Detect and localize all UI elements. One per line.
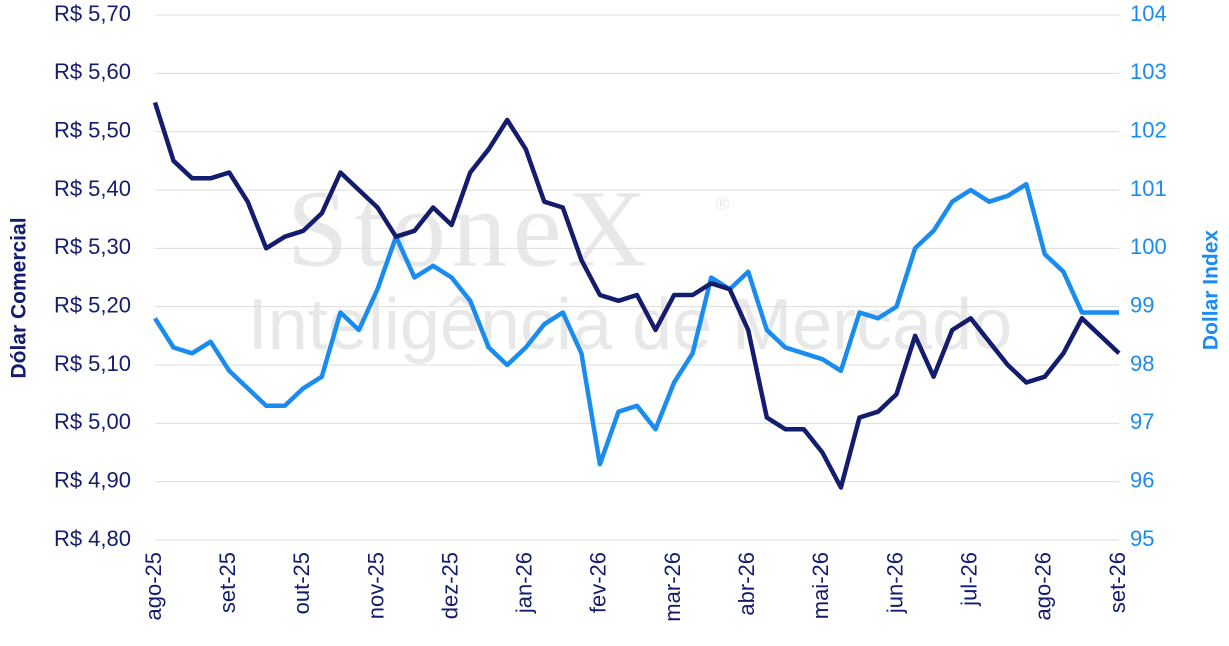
y2-tick-label: 103 bbox=[1130, 59, 1167, 84]
y2-tick-label: 102 bbox=[1130, 117, 1167, 142]
watermark-mark: ® bbox=[716, 194, 729, 214]
x-tick-label: mai-26 bbox=[808, 552, 833, 619]
y-tick-label: R$ 4,80 bbox=[54, 526, 131, 551]
watermark: StoneX ® Inteligência de Mercado bbox=[248, 167, 1012, 365]
y-tick-label: R$ 5,20 bbox=[54, 292, 131, 317]
watermark-brand: StoneX bbox=[287, 167, 653, 289]
y-tick-label: R$ 5,40 bbox=[54, 176, 131, 201]
line-series bbox=[152, 101, 1121, 490]
x-tick-label: ago-25 bbox=[141, 552, 166, 621]
y-tick-label: R$ 5,50 bbox=[54, 117, 131, 142]
x-tick-label: jan-26 bbox=[512, 552, 537, 614]
y2-tick-label: 96 bbox=[1130, 467, 1154, 492]
x-tick-label: mar-26 bbox=[660, 552, 685, 622]
x-tick-label: jun-26 bbox=[882, 552, 907, 614]
x-tick-label: set-26 bbox=[1105, 552, 1130, 613]
y2-tick-label: 100 bbox=[1130, 234, 1167, 259]
y-tick-label: R$ 5,30 bbox=[54, 234, 131, 259]
y-tick-label: R$ 5,00 bbox=[54, 409, 131, 434]
y2-tick-label: 104 bbox=[1130, 1, 1167, 26]
x-tick-label: dez-25 bbox=[437, 552, 462, 619]
y2-axis-title: Dollar Index bbox=[1200, 230, 1223, 351]
y2-tick-label: 99 bbox=[1130, 292, 1154, 317]
x-tick-label: set-25 bbox=[215, 552, 240, 613]
y2-tick-label: 97 bbox=[1130, 409, 1154, 434]
x-tick-label: out-25 bbox=[289, 552, 314, 614]
y-axis-title: Dólar Comercial bbox=[8, 217, 31, 378]
x-tick-label: jul-26 bbox=[957, 552, 982, 607]
y2-tick-label: 95 bbox=[1130, 526, 1154, 551]
y-tick-label: R$ 5,60 bbox=[54, 59, 131, 84]
y2-tick-label: 98 bbox=[1130, 351, 1154, 376]
x-tick-label: ago-26 bbox=[1031, 552, 1056, 621]
y-tick-label: R$ 4,90 bbox=[54, 467, 131, 492]
x-tick-label: fev-26 bbox=[586, 552, 611, 613]
y-tick-label: R$ 5,70 bbox=[54, 1, 131, 26]
y2-tick-label: 101 bbox=[1130, 176, 1167, 201]
x-tick-label: nov-25 bbox=[363, 552, 388, 619]
y-tick-label: R$ 5,10 bbox=[54, 351, 131, 376]
line-series bbox=[153, 181, 1119, 467]
x-tick-label: abr-26 bbox=[734, 552, 759, 616]
